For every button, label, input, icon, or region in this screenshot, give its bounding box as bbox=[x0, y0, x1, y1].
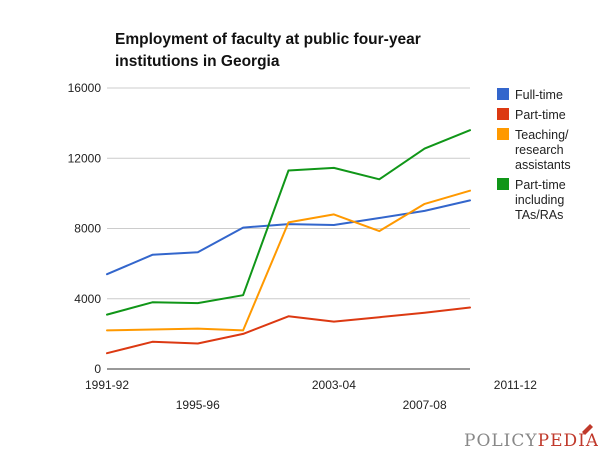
series-line-full-time bbox=[106, 199, 471, 276]
legend: Full-time Part-time Teaching/researchassis… bbox=[497, 88, 571, 222]
legend-swatch bbox=[497, 128, 509, 140]
x-tick-label: 1995-96 bbox=[176, 398, 220, 412]
policypedia-logo: POLICYPEDIA bbox=[464, 424, 598, 451]
legend-label: assistants bbox=[515, 158, 571, 172]
legend-swatch bbox=[497, 178, 509, 190]
legend-label: TAs/RAs bbox=[515, 208, 563, 222]
y-axis: 0 4000 8000 12000 16000 bbox=[68, 81, 102, 376]
legend-label: Full-time bbox=[515, 88, 563, 102]
logo-text-policy: POLICY bbox=[464, 431, 538, 451]
pencil-icon bbox=[582, 424, 593, 435]
y-tick-label: 8000 bbox=[74, 222, 101, 236]
legend-swatch bbox=[497, 108, 509, 120]
legend-item: Part-time bbox=[497, 108, 566, 122]
legend-item: Full-time bbox=[497, 88, 563, 102]
series-line-part-time bbox=[106, 306, 471, 355]
y-tick-label: 0 bbox=[94, 362, 101, 376]
chart-title-line-1: Employment of faculty at public four-yea… bbox=[115, 31, 421, 48]
x-tick-label: 2003-04 bbox=[312, 378, 356, 392]
x-axis: 1991-92 1995-96 2003-04 2007-08 2011-12 bbox=[85, 378, 537, 412]
chart-title-line-2: institutions in Georgia bbox=[115, 53, 280, 70]
legend-label: Teaching/ bbox=[515, 128, 569, 142]
logo-text-pedia: PEDIA bbox=[538, 431, 598, 451]
y-tick-label: 4000 bbox=[74, 292, 101, 306]
y-tick-label: 12000 bbox=[68, 151, 102, 165]
x-tick-label: 2011-12 bbox=[494, 378, 537, 392]
legend-label: Part-time bbox=[515, 108, 566, 122]
chart-title: Employment of faculty at public four-yea… bbox=[115, 31, 421, 70]
x-tick-label: 1991-92 bbox=[85, 378, 129, 392]
x-tick-label: 2007-08 bbox=[403, 398, 447, 412]
svg-text:POLICYPEDIA: POLICYPEDIA bbox=[464, 431, 598, 451]
legend-swatch bbox=[497, 88, 509, 100]
legend-label: Part-time bbox=[515, 178, 566, 192]
y-tick-label: 16000 bbox=[68, 81, 102, 95]
legend-label: research bbox=[515, 143, 564, 157]
plot-area bbox=[106, 129, 471, 355]
grid bbox=[107, 87, 470, 370]
legend-label: including bbox=[515, 193, 564, 207]
